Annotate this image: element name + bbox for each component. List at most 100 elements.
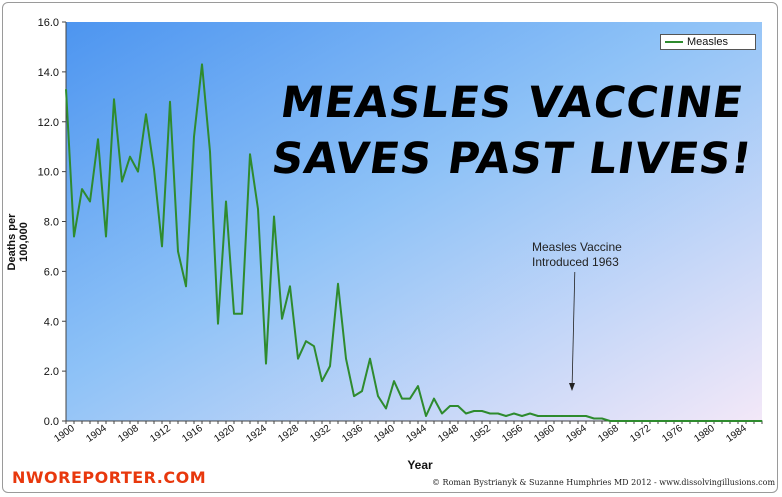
data-point [681, 420, 683, 422]
x-tick-label: 1924 [244, 423, 269, 445]
data-point [401, 398, 403, 400]
data-point [337, 283, 339, 285]
data-point [713, 420, 715, 422]
data-point [257, 208, 259, 210]
headline-line-2: SAVES PAST LIVES! [268, 134, 756, 184]
data-point [465, 412, 467, 415]
data-point [177, 250, 179, 252]
data-point [753, 420, 755, 422]
data-point [81, 188, 83, 190]
data-point [409, 398, 411, 400]
copyright-text: © Roman Bystrianyk & Suzanne Humphries M… [432, 478, 776, 487]
x-tick-label: 1944 [404, 423, 429, 445]
x-tick-label: 1964 [564, 423, 589, 445]
data-point [249, 153, 251, 155]
x-axis: 1900 1904 1908 1912 1916 1920 1924 1928 1932 1936… [52, 420, 763, 445]
data-point [521, 415, 523, 417]
y-tick-label: 12.0 [38, 117, 59, 129]
x-tick-label: 1936 [340, 423, 365, 445]
brand-logo-text: NWOREPORTER.COM [12, 468, 207, 487]
data-point [129, 156, 131, 158]
data-point [361, 390, 363, 392]
annotation-line-2: Introduced 1963 [532, 255, 619, 269]
x-tick-label: 1972 [628, 423, 653, 445]
headline-line-1: MEASLES VACCINE [277, 78, 747, 128]
data-point [433, 398, 435, 400]
data-point [457, 405, 459, 407]
x-tick-label: 1984 [724, 423, 749, 445]
x-tick-label: 1952 [468, 423, 493, 445]
data-point [449, 405, 451, 407]
y-tick-label: 6.0 [44, 266, 59, 278]
x-tick-label: 1948 [436, 423, 461, 445]
data-point [121, 181, 123, 183]
x-tick-label: 1920 [212, 423, 237, 445]
data-point [721, 420, 723, 422]
data-point [513, 412, 515, 415]
data-point [169, 101, 171, 103]
x-tick-label: 1908 [116, 423, 141, 445]
data-point [745, 420, 747, 422]
data-point [393, 380, 395, 382]
data-point [473, 410, 475, 412]
data-point [217, 323, 219, 325]
data-point [529, 412, 531, 415]
x-tick-label: 1912 [148, 423, 173, 445]
data-point [297, 358, 299, 360]
data-point [601, 417, 603, 420]
data-point [561, 415, 563, 417]
data-point [553, 415, 555, 417]
data-point [577, 415, 579, 417]
data-point [209, 151, 211, 153]
data-point [545, 415, 547, 417]
plot-area [66, 22, 762, 421]
data-point [697, 420, 699, 422]
data-point [489, 412, 491, 415]
x-tick-label: 1976 [660, 423, 685, 445]
data-point [425, 415, 427, 417]
data-point [97, 138, 99, 140]
data-point [609, 420, 611, 422]
data-point [537, 415, 539, 417]
data-point [369, 358, 371, 360]
data-point [65, 88, 67, 90]
data-point [689, 420, 691, 422]
data-point [641, 420, 643, 422]
data-point [313, 345, 315, 347]
data-point [353, 395, 355, 397]
data-point [241, 313, 243, 315]
series-line-measles [65, 63, 762, 422]
x-tick-label: 1968 [596, 423, 621, 445]
data-point [617, 420, 619, 422]
y-tick-label: 4.0 [44, 316, 59, 328]
data-point [185, 285, 187, 287]
data-point [705, 420, 707, 422]
data-point [761, 420, 763, 422]
data-point [417, 385, 419, 387]
data-point [281, 318, 283, 320]
data-point [377, 395, 379, 397]
data-point [497, 412, 499, 415]
legend: Measles [660, 34, 756, 50]
data-point [113, 98, 115, 100]
x-axis-title: Year [407, 458, 433, 472]
annotation-arrow [569, 271, 576, 392]
data-point [481, 410, 483, 412]
data-point [193, 136, 195, 138]
data-point [665, 420, 667, 422]
data-point [153, 168, 155, 170]
data-point [385, 407, 387, 410]
data-point [105, 235, 107, 238]
data-point [345, 358, 347, 360]
data-point [593, 417, 595, 420]
data-point [505, 415, 507, 417]
x-tick-label: 1928 [276, 423, 301, 445]
data-point [321, 380, 323, 382]
y-axis: 0.0 2.0 4.0 6.0 8.0 10.0 12.0 14.0 16.0 [38, 17, 67, 428]
data-point [633, 420, 635, 422]
data-point [73, 235, 75, 238]
data-point [289, 285, 291, 287]
vaccine-annotation: Measles Vaccine Introduced 1963 [532, 240, 622, 270]
legend-label: Measles [687, 36, 728, 48]
